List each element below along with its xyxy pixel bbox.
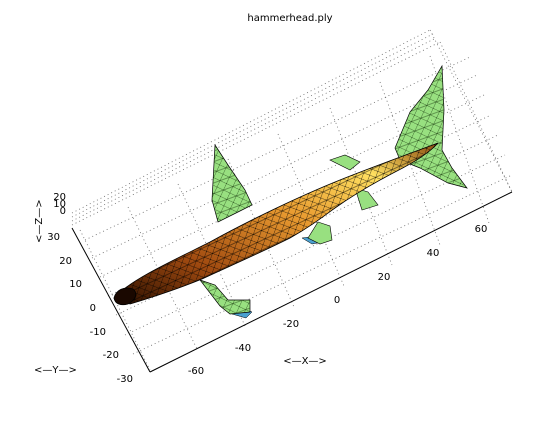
x-tick-label: 40 <box>427 248 440 259</box>
x-axis-label: <—X—> <box>283 356 327 367</box>
pelvic-fin <box>307 221 333 245</box>
shark-body-mesh <box>118 143 438 304</box>
z-tick-label: 10 <box>53 199 66 210</box>
y-tick-label: -10 <box>90 327 106 338</box>
x-tick-label: -60 <box>188 366 204 377</box>
axis-frame <box>71 191 513 373</box>
z-tick-label: 0 <box>60 206 66 217</box>
y-tick-label: 10 <box>69 279 82 290</box>
x-tick-label: 20 <box>378 272 391 283</box>
anal-fin <box>354 187 379 211</box>
y-tick-label: 0 <box>90 303 96 314</box>
hammerhead-mesh <box>113 64 468 315</box>
x-tick-label: -40 <box>235 343 251 354</box>
x-axis: -60 -40 -20 0 20 40 60 <—X—> <box>188 224 488 377</box>
z-tick-label: 20 <box>53 192 66 203</box>
x-tick-label: 0 <box>334 295 340 306</box>
y-tick-label: -20 <box>103 350 119 361</box>
y-tick-label: 20 <box>59 256 72 267</box>
y-tick-label: -30 <box>117 374 133 385</box>
second-dorsal-fin <box>329 154 361 171</box>
z-axis: <—Z—> 0 10 20 <box>34 192 66 243</box>
y-tick-label: 30 <box>47 232 60 243</box>
figure-title: hammerhead.ply <box>247 13 332 24</box>
pectoral-fin-mesh <box>200 280 250 314</box>
x-tick-label: 60 <box>475 224 488 235</box>
x-tick-label: -20 <box>283 319 299 330</box>
y-axis-label: <—Y—> <box>34 365 77 376</box>
z-axis-label: <—Z—> <box>34 199 45 243</box>
dorsal-fin-mesh <box>212 145 252 222</box>
shark-head <box>113 287 137 306</box>
y-axis: 30 20 10 0 -10 -20 -30 <—Y—> <box>34 232 133 385</box>
